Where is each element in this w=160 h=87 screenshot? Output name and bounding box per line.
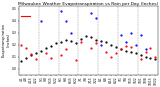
Y-axis label: Evapotranspiration
(Inches): Evapotranspiration (Inches) xyxy=(2,23,11,57)
Title: Milwaukee Weather Evapotranspiration vs Rain per Day (Inches): Milwaukee Weather Evapotranspiration vs … xyxy=(18,2,158,6)
